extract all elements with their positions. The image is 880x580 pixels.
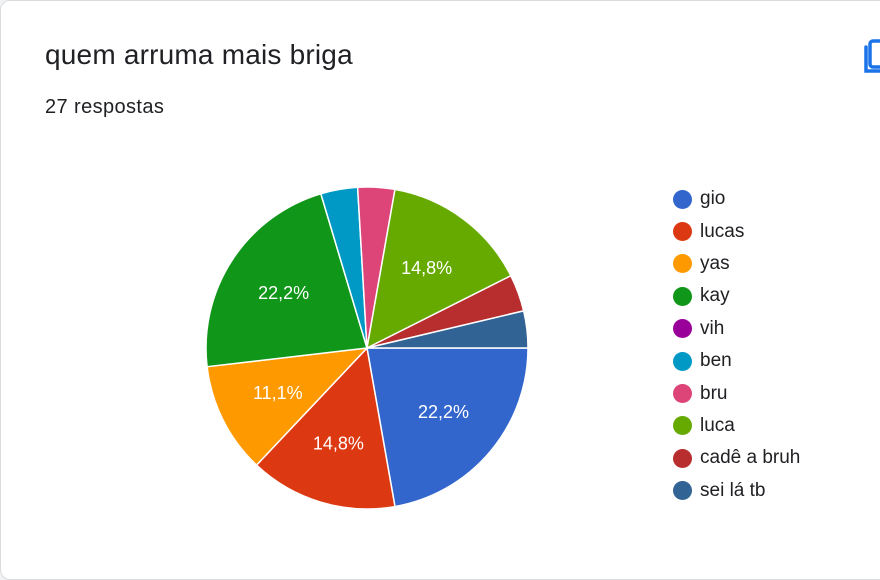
slice-percent-label: 22,2% xyxy=(258,283,309,303)
pie-slice-sei-l-tb xyxy=(366,309,529,349)
legend-item: vih xyxy=(673,313,800,345)
slice-percent-label: 22,2% xyxy=(418,402,469,422)
pie-slice-luca xyxy=(366,188,512,350)
legend-swatch xyxy=(673,416,692,436)
legend-swatch xyxy=(673,351,692,371)
legend-item: sei lá tb xyxy=(673,475,800,507)
pie-slice-kay xyxy=(205,192,368,368)
legend-swatch xyxy=(673,448,692,468)
slice-percent-label: 14,8% xyxy=(313,434,364,454)
legend-label: yas xyxy=(700,252,730,274)
legend-item: lucas xyxy=(673,215,800,247)
pie-chart: 22,2% 14,8% 11,1% 22,2% 14,8% xyxy=(205,186,529,510)
legend-swatch xyxy=(673,481,692,501)
legend-label: sei lá tb xyxy=(700,479,766,501)
slice-percent-label: 14,8% xyxy=(401,258,452,278)
legend-label: kay xyxy=(700,285,730,307)
slice-percent-label: 11,1% xyxy=(253,383,303,403)
legend-label: cadê a bruh xyxy=(700,447,801,469)
copy-icon xyxy=(864,39,880,73)
legend-swatch xyxy=(673,319,692,339)
legend-label: gio xyxy=(700,188,726,210)
legend-item: kay xyxy=(673,280,800,312)
legend-label: lucas xyxy=(700,220,745,242)
legend-swatch xyxy=(673,384,692,404)
pie-slice-gio xyxy=(366,347,529,508)
legend-item: luca xyxy=(673,410,800,442)
legend-label: bru xyxy=(700,382,728,404)
pie-slice-lucas xyxy=(255,346,396,510)
legend-swatch xyxy=(673,286,692,306)
legend-swatch xyxy=(673,222,692,242)
legend-label: ben xyxy=(700,350,732,372)
question-title: quem arruma mais briga xyxy=(45,39,353,70)
response-count: 27 respostas xyxy=(45,96,165,118)
legend-label: luca xyxy=(700,414,735,436)
legend-item: ben xyxy=(673,345,800,377)
legend-item: yas xyxy=(673,248,800,280)
legend-item: bru xyxy=(673,377,800,409)
chart-legend: gio lucas yas kay vih ben bru luca cadê a bruh se… xyxy=(673,183,800,507)
pie-slice-yas xyxy=(206,347,369,467)
legend-item: cadê a bruh xyxy=(673,442,800,474)
legend-swatch xyxy=(673,254,692,274)
legend-label: vih xyxy=(700,317,725,339)
legend-swatch xyxy=(673,189,692,209)
copy-chart-button[interactable] xyxy=(863,37,880,77)
legend-item: gio xyxy=(673,183,800,215)
